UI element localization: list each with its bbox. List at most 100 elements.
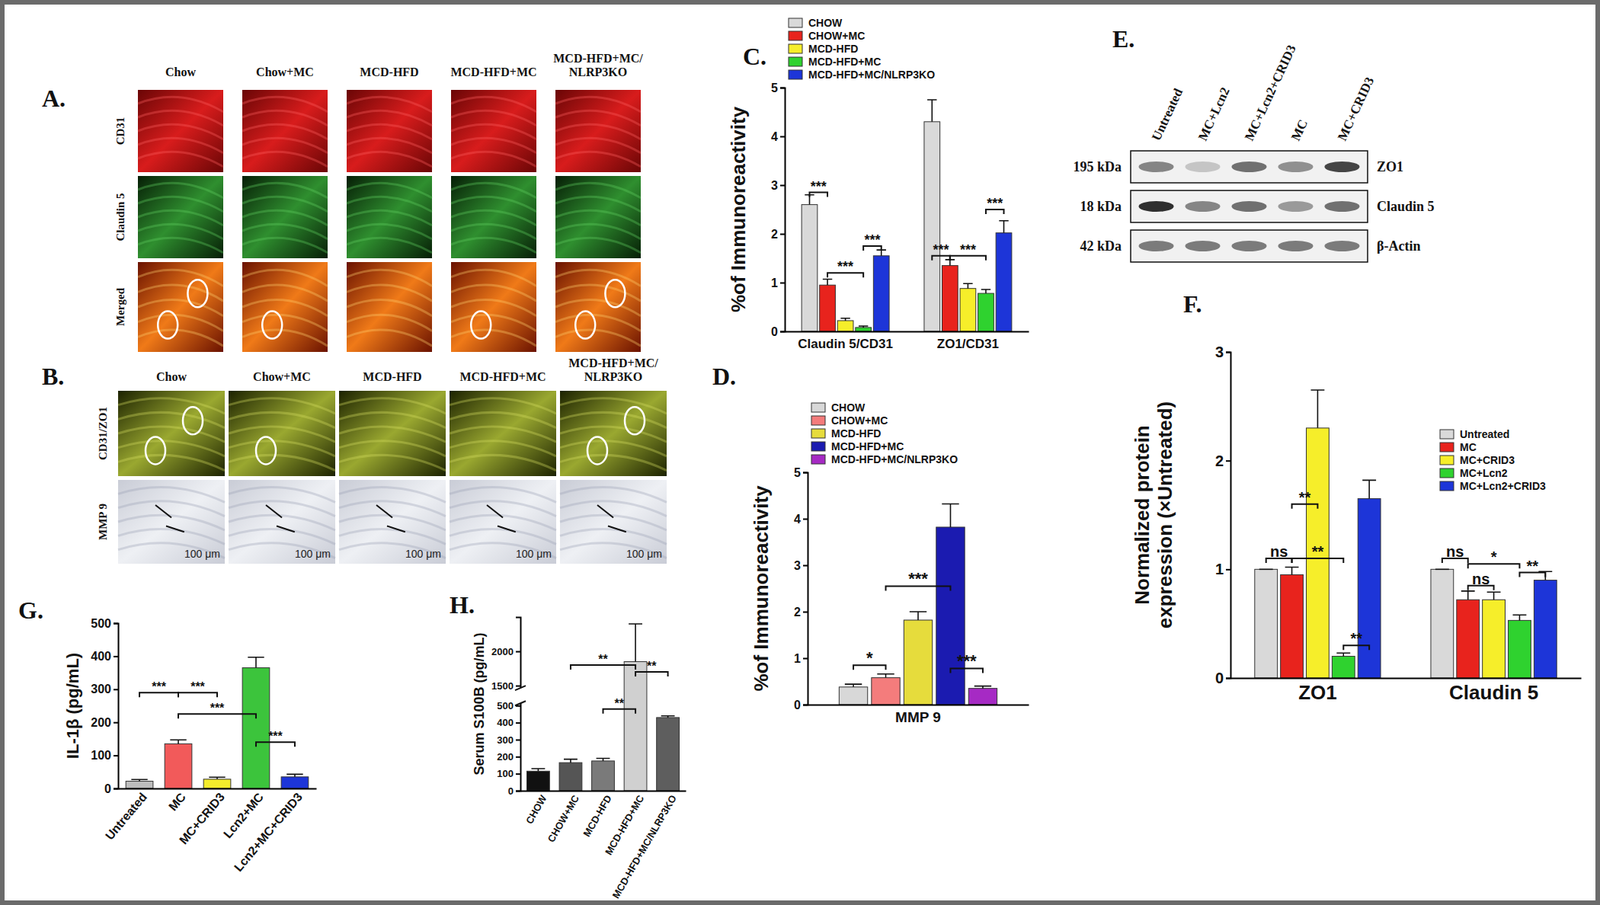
significance-label: ns xyxy=(1270,543,1288,560)
image-texture xyxy=(346,284,432,301)
image-texture xyxy=(137,96,224,112)
bar xyxy=(801,204,818,332)
image-texture xyxy=(555,151,641,167)
y-tick: 200 xyxy=(496,751,521,763)
y-axis: 012345 xyxy=(771,81,785,339)
legend-swatch xyxy=(788,31,803,41)
column-header: Chow+MC xyxy=(256,65,314,79)
x-tick-label: Claudin 5 xyxy=(1449,681,1539,704)
column-header: MCD-HFD xyxy=(359,65,419,79)
legend-swatch xyxy=(1440,429,1454,439)
y-tick: 0 xyxy=(771,325,785,339)
figure: 012345Claudin 5/CD31ZO1/CD31%of Immunore… xyxy=(0,0,1600,905)
legend-swatch xyxy=(788,18,803,28)
image-texture xyxy=(228,426,336,442)
legend: CHOWCHOW+MCMCD-HFDMCD-HFD+MCMCD-HFD+MC/N… xyxy=(788,16,935,81)
panel-label: F. xyxy=(1183,290,1203,318)
image-texture xyxy=(560,412,667,428)
x-tick: ZO1 xyxy=(1298,681,1338,704)
arrow xyxy=(276,526,295,533)
micrograph xyxy=(242,176,328,259)
blot-band xyxy=(1138,201,1174,212)
scale-bar-label: 100 μm xyxy=(626,547,663,560)
micrograph xyxy=(555,176,641,259)
error-bar xyxy=(974,686,992,689)
bar xyxy=(1254,569,1278,679)
y-tick-mark xyxy=(515,722,521,724)
legend-label: CHOW xyxy=(831,401,866,414)
y-tick-label: 0 xyxy=(1215,669,1224,687)
x-axis: ZO1 Claudin 5 xyxy=(1231,678,1582,705)
legend-swatch xyxy=(1440,481,1454,491)
blot-band xyxy=(1324,161,1360,173)
panel-label: C. xyxy=(742,42,767,71)
micrograph xyxy=(242,262,328,352)
blot-band xyxy=(1138,240,1174,252)
image-texture xyxy=(555,237,641,253)
x-tick: Claudin 5/CD31 xyxy=(797,336,893,352)
micrograph xyxy=(346,89,432,173)
image-texture xyxy=(555,329,641,346)
micrograph xyxy=(555,89,641,173)
bar xyxy=(203,779,231,789)
panel-label: D. xyxy=(712,362,736,391)
error-bar xyxy=(941,503,959,528)
micrograph xyxy=(118,480,225,564)
significance-label: ns xyxy=(1472,570,1490,588)
y-axis: 0100200300400500 xyxy=(90,617,119,796)
region-circle xyxy=(187,279,208,308)
y-tick: 2000 xyxy=(491,646,521,658)
region-circle xyxy=(256,436,276,464)
y-tick-mark xyxy=(515,773,521,775)
y-tick: 4 xyxy=(793,512,808,526)
image-texture xyxy=(118,454,225,471)
plot-marks xyxy=(838,503,997,705)
y-tick: 3 xyxy=(793,559,808,573)
image-texture xyxy=(451,300,537,317)
bar xyxy=(1306,428,1330,679)
significance-label: *** xyxy=(864,232,880,248)
error-bar xyxy=(563,759,578,763)
y-tick: 3 xyxy=(771,179,785,192)
micrograph xyxy=(242,89,328,173)
panel-label: A. xyxy=(41,84,66,112)
error-bar xyxy=(1285,566,1300,575)
image-texture xyxy=(242,110,328,125)
significance-label: ** xyxy=(614,697,625,711)
image-texture xyxy=(118,412,225,428)
y-tick: 300 xyxy=(90,682,119,696)
column-header: MCD-HFD+MC xyxy=(450,65,537,79)
image-texture xyxy=(242,196,328,212)
micrograph xyxy=(228,480,336,564)
column-header: MCD-HFD+MC/NLRP3KO xyxy=(568,356,659,384)
y-axis-title: Serum S100B (pg/mL) xyxy=(471,632,487,775)
x-tick-label: MC xyxy=(166,790,189,813)
y-tick-mark xyxy=(803,704,808,707)
image-texture xyxy=(346,224,432,239)
image-panel: B.ChowChow+MCMCD-HFDMCD-HFD+MCMCD-HFD+MC… xyxy=(41,356,667,564)
bar xyxy=(1430,569,1454,679)
blot-band xyxy=(1277,201,1313,212)
legend-label: MCD-HFD xyxy=(831,427,881,440)
image-texture xyxy=(449,426,557,442)
y-tick-label: 3 xyxy=(771,179,778,192)
image-texture xyxy=(242,182,328,198)
image-texture xyxy=(242,329,328,346)
arrow xyxy=(497,526,516,533)
x-tick-label: Lcn2+MC+CRID3 xyxy=(231,790,305,874)
error-bar xyxy=(981,289,991,294)
micrograph xyxy=(451,89,537,173)
scale-bar-label: 100 μm xyxy=(294,547,331,560)
image-texture xyxy=(449,529,557,545)
error-bar xyxy=(1487,592,1501,600)
y-tick-label: 100 xyxy=(496,768,514,780)
blot-band xyxy=(1184,161,1220,173)
legend-label: CHOW+MC xyxy=(808,29,865,42)
y-tick-label: 0 xyxy=(104,782,112,796)
image-texture xyxy=(346,124,432,139)
x-tick: MCD-HFD+MC/NLRP3KO xyxy=(610,793,679,901)
plot-marks xyxy=(125,657,309,789)
image-texture xyxy=(137,269,224,286)
image-texture xyxy=(137,124,224,139)
legend-swatch xyxy=(811,403,826,413)
